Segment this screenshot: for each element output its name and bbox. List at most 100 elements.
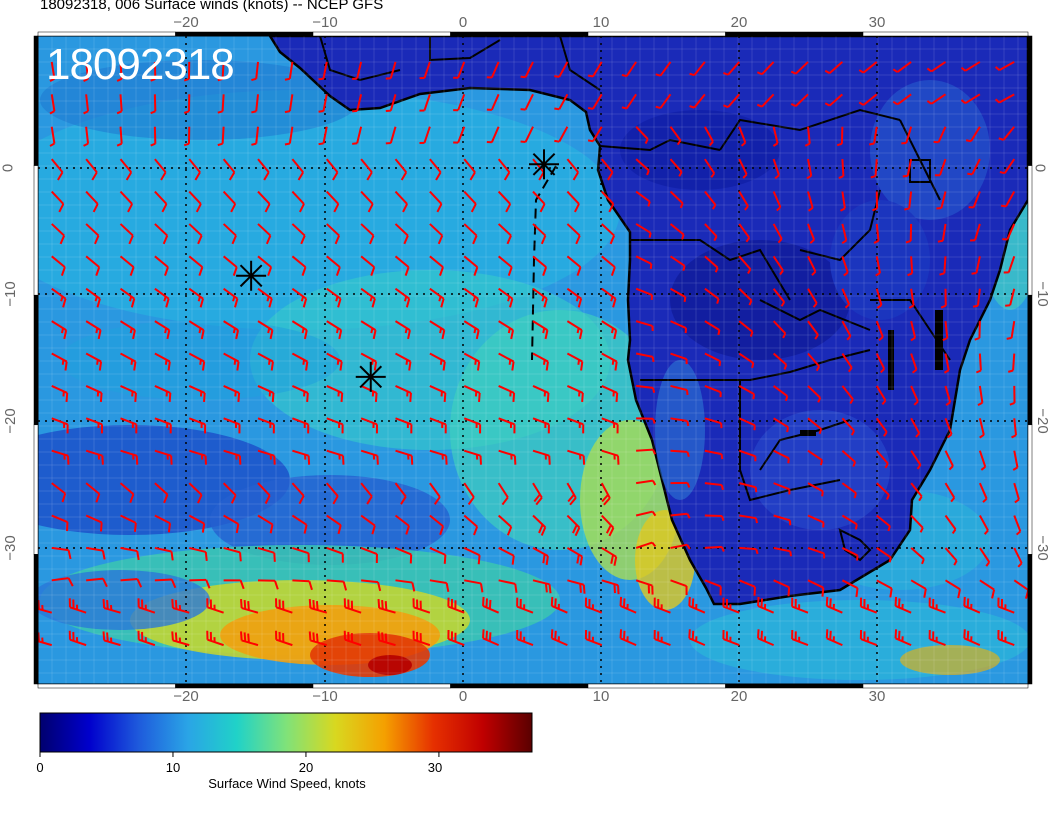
wind-barb: [689, 61, 706, 77]
wind-barb: [601, 547, 618, 566]
wind-barb: [395, 417, 413, 434]
wind-barb: [222, 158, 236, 181]
wind-barb: [217, 61, 225, 82]
wind-barb: [653, 597, 671, 614]
wind-barb: [601, 223, 616, 245]
wind-barb: [703, 126, 714, 147]
wind-barb: [567, 579, 586, 594]
colorbar-tick-label: 0: [36, 760, 44, 775]
storm-marker: [236, 260, 267, 291]
wind-barb: [635, 541, 657, 549]
wind-barb: [858, 93, 878, 106]
wind-barb: [960, 61, 981, 72]
wind-barb: [154, 320, 171, 340]
wind-barb: [670, 320, 688, 334]
wind-barb: [858, 61, 878, 74]
wind-barb: [463, 287, 480, 308]
wind-barb: [601, 287, 617, 308]
wind-barb: [566, 514, 581, 537]
wind-barb: [85, 190, 99, 213]
wind-barb: [119, 190, 133, 213]
wind-barb: [670, 481, 691, 488]
wind-barb: [838, 159, 845, 180]
wind-barb: [910, 417, 921, 438]
wind-barb: [188, 190, 202, 213]
wind-barb: [516, 630, 534, 647]
wind-barb: [875, 450, 889, 469]
colorbar-title: Surface Wind Speed, knots: [208, 776, 366, 791]
wind-barb: [738, 255, 752, 275]
wind-barb: [394, 320, 411, 340]
wind-barb: [51, 190, 65, 213]
wind-barb: [394, 158, 408, 181]
wind-barb: [739, 546, 759, 555]
wind-barb: [894, 596, 912, 614]
wind-barb: [688, 596, 706, 614]
wind-barb: [257, 546, 276, 562]
wind-barb: [292, 449, 311, 465]
wind-barb: [772, 255, 784, 276]
wind-barb: [154, 158, 167, 181]
wind-barb: [360, 352, 378, 371]
wind-barb: [343, 630, 362, 647]
wind-barb: [429, 417, 447, 434]
wind-barb: [352, 94, 363, 113]
wind-barb: [189, 578, 211, 589]
wind-barb: [498, 287, 514, 308]
wind-barb: [183, 126, 191, 147]
wind-barb: [419, 126, 431, 144]
wind-barb: [188, 449, 207, 465]
wind-barb: [587, 61, 603, 78]
wind-barb: [257, 287, 273, 308]
wind-barb: [188, 417, 207, 434]
wind-barb: [944, 514, 957, 534]
wind-barb: [1013, 515, 1022, 536]
wind-barb: [102, 631, 121, 647]
wind-barb: [807, 482, 824, 497]
wind-barb: [154, 417, 172, 434]
wind-barb: [841, 547, 859, 561]
wind-barb: [978, 515, 989, 535]
wind-barb: [875, 385, 887, 406]
wind-barb: [704, 417, 723, 429]
wind-barb: [600, 482, 611, 506]
wind-barb: [325, 158, 339, 181]
wind-barb: [807, 417, 823, 435]
wind-barb: [188, 223, 203, 245]
wind-barb: [689, 93, 706, 109]
wind-barb: [360, 546, 378, 564]
wind-barb: [806, 158, 813, 180]
wind-barb: [566, 385, 584, 403]
wind-barb: [635, 190, 651, 207]
storm-marker: [355, 361, 386, 392]
wind-barb: [875, 353, 886, 374]
wind-barb: [222, 482, 237, 504]
wind-barb: [222, 255, 238, 276]
wind-barb: [587, 126, 603, 143]
wind-barb: [601, 352, 618, 371]
wind-barb: [738, 417, 756, 431]
wind-barb: [975, 353, 982, 374]
wind-barb: [83, 126, 90, 147]
wind-barb: [824, 93, 844, 107]
wind-barb: [51, 320, 68, 340]
wind-barb: [326, 385, 344, 403]
wind-barb: [223, 449, 242, 465]
wind-barb: [756, 61, 775, 76]
wind-barb: [377, 598, 396, 614]
wind-barb: [429, 547, 447, 564]
wind-barb: [326, 255, 341, 276]
wind-barb: [119, 158, 133, 181]
wind-barb: [636, 448, 657, 455]
wind-barb: [841, 288, 851, 309]
wind-barb: [51, 577, 74, 587]
wind-barb: [291, 385, 309, 403]
wind-barb: [944, 385, 952, 407]
wind-barb: [251, 126, 259, 146]
wind-barb: [291, 352, 309, 371]
wind-barb: [904, 191, 913, 211]
wind-barb: [86, 577, 108, 588]
wind-barb: [566, 320, 583, 340]
wind-barb: [670, 449, 690, 457]
wind-barb: [223, 514, 240, 534]
